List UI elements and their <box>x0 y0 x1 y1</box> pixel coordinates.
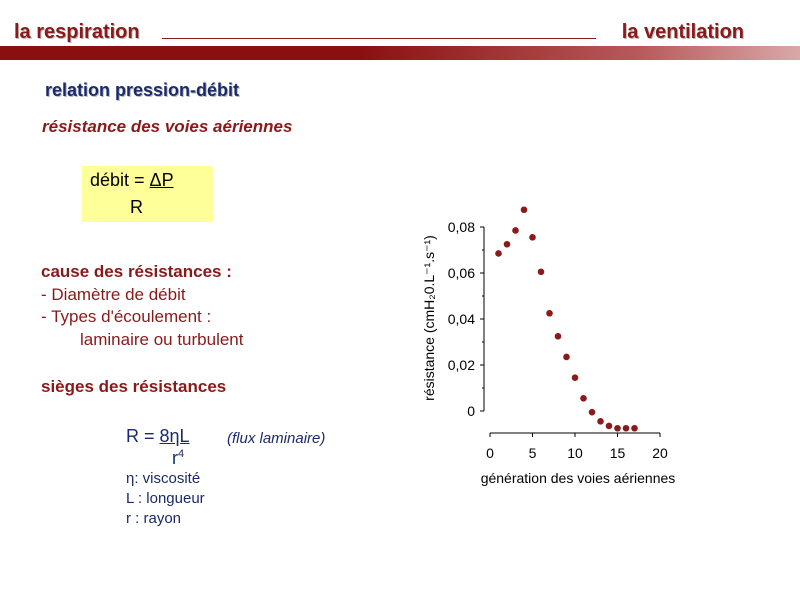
cause-item: - Diamètre de débit <box>41 285 186 304</box>
formula-denominator: R <box>130 197 143 217</box>
section-title: résistance des voies aériennes <box>42 117 293 136</box>
chart-y-tick-label: 0,04 <box>448 311 475 327</box>
cause-item: - Types d'écoulement : <box>41 307 212 326</box>
chart-axes: 0 0,02 0,04 0,06 0,08 0 5 10 15 20 <box>448 219 668 461</box>
chart-points <box>495 206 638 432</box>
legend-viscosity: η: viscosité <box>126 470 201 487</box>
chart-point <box>512 227 519 234</box>
header-left-title: la respiration <box>14 21 140 43</box>
legend-length: L : longueur <box>126 490 205 507</box>
chart-point <box>614 424 621 432</box>
chart-y-tick-label: 0 <box>467 403 475 419</box>
cause-item: laminaire ou turbulent <box>80 330 244 349</box>
resistance-formula-exponent: 4 <box>178 448 185 460</box>
chart-point <box>571 374 579 381</box>
chart-y-axis-label: résistance (cmH₂0.L⁻¹.s⁻¹) <box>421 235 437 401</box>
legend-radius: r : rayon <box>126 510 182 527</box>
resistance-formula-lhs: R = <box>126 426 160 446</box>
chart-point <box>503 240 511 248</box>
chart-point <box>622 424 630 432</box>
causes-title: cause des résistances : <box>41 262 232 281</box>
header-gradient-bar <box>0 46 800 60</box>
chart-x-tick-label: 15 <box>610 445 626 461</box>
chart-x-axis-label: génération des voies aériennes <box>481 470 676 486</box>
chart-x-tick-label: 5 <box>529 445 537 461</box>
chart-point <box>554 332 562 340</box>
flux-note: (flux laminaire) <box>227 430 326 447</box>
chart-point <box>495 250 502 257</box>
chart-point <box>529 234 536 241</box>
chart-point <box>631 424 638 432</box>
chart-x-tick-label: 0 <box>486 445 494 461</box>
chart-x-tick-label: 20 <box>652 445 668 461</box>
resistance-formula-denominator: r4 <box>172 448 184 469</box>
formula-numerator: ΔP <box>149 170 174 190</box>
flow-formula-box: débit = ΔP R <box>82 166 213 222</box>
chart-x-tick-label: 10 <box>567 445 583 461</box>
chart-point <box>520 206 528 214</box>
slide-subtitle: relation pression-débit <box>45 80 240 100</box>
chart-y-tick-label: 0,08 <box>448 219 475 235</box>
chart-point <box>546 309 553 317</box>
header-right-title: la ventilation <box>621 21 744 43</box>
header-rule <box>162 38 596 39</box>
formula-numerator-line: débit = ΔP <box>90 170 174 191</box>
chart-y-tick-label: 0,02 <box>448 357 475 373</box>
chart-point <box>580 395 587 402</box>
chart-point <box>563 353 570 361</box>
chart-point <box>605 422 613 430</box>
resistance-formula-numerator: 8ηL <box>159 426 190 446</box>
chart-y-tick-label: 0,06 <box>448 265 475 281</box>
chart-point <box>537 268 545 276</box>
resistance-formula: R = 8ηL <box>126 426 190 447</box>
chart-point <box>588 408 596 416</box>
formula-lhs: débit = <box>90 170 150 190</box>
chart-point <box>597 418 604 425</box>
resistance-formula-radius: r <box>172 448 178 468</box>
sieges-title: sièges des résistances <box>41 377 227 396</box>
